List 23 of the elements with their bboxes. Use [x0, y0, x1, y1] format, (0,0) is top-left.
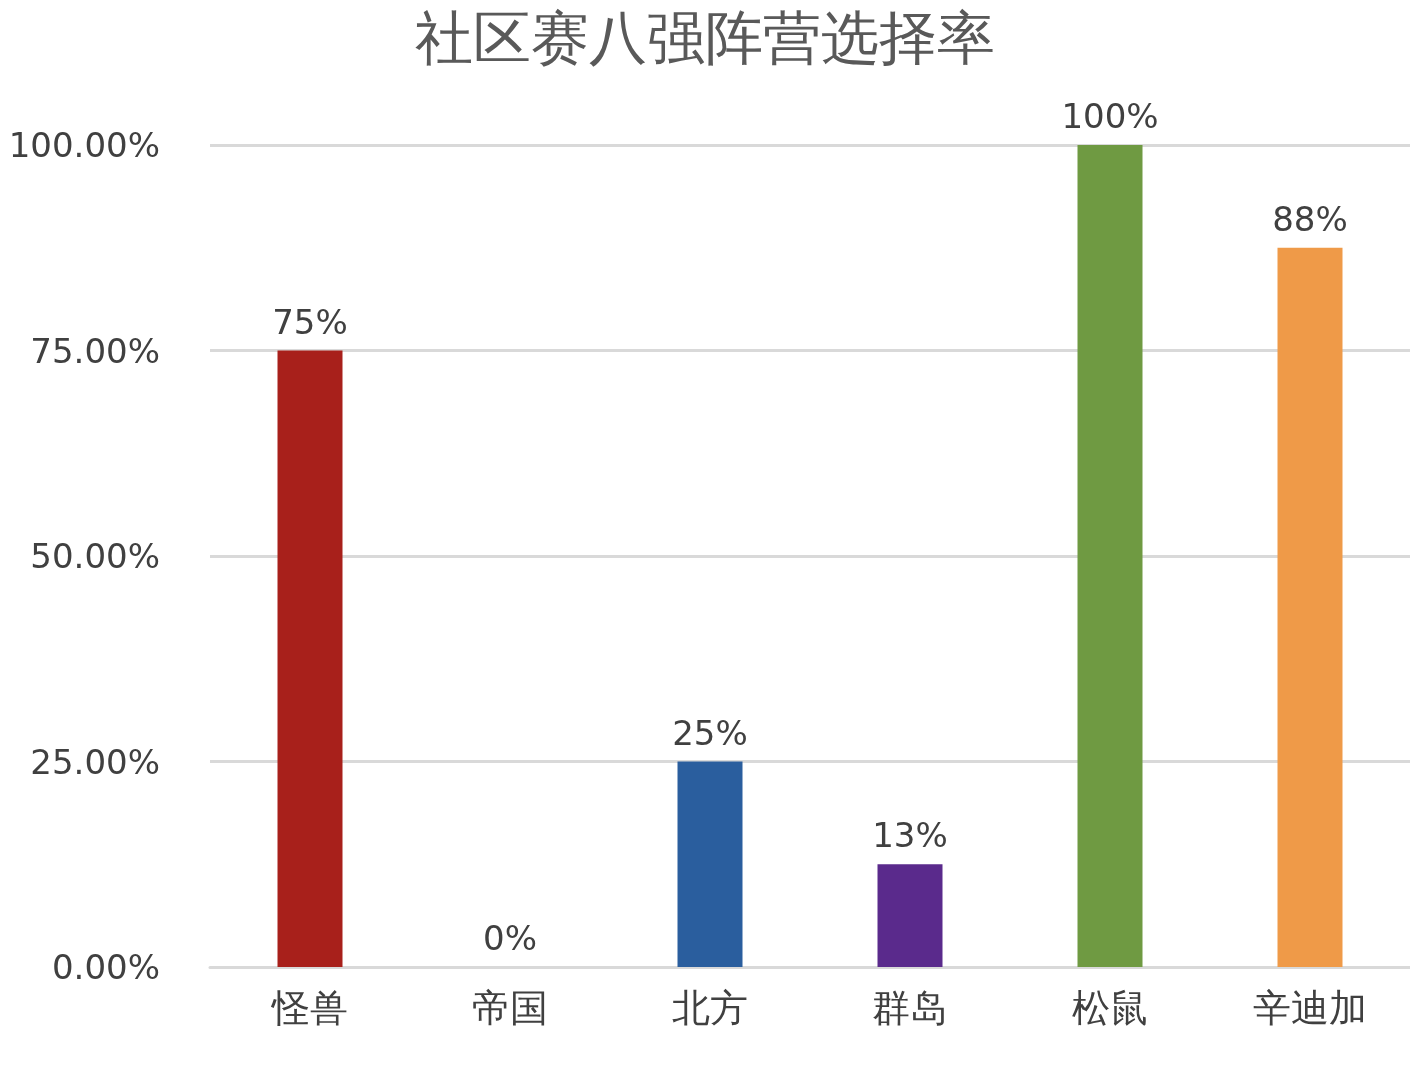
x-tick-label: 辛迪加 [1253, 986, 1367, 1030]
data-label: 75% [272, 301, 348, 342]
y-tick-label: 50.00% [30, 536, 160, 576]
chart-title: 社区赛八强阵营选择率 [415, 4, 995, 72]
data-label: 100% [1061, 96, 1159, 136]
data-label: 13% [872, 815, 948, 856]
data-label: 25% [672, 712, 748, 753]
data-label: 88% [1272, 198, 1348, 239]
y-tick-label: 25.00% [30, 741, 160, 782]
bar [277, 350, 343, 967]
data-label: 0% [483, 918, 537, 958]
x-tick-label: 北方 [672, 986, 748, 1030]
bar [1277, 247, 1343, 967]
bar [1077, 145, 1143, 967]
x-tick-label: 松鼠 [1072, 986, 1148, 1030]
y-tick-label: 0.00% [51, 947, 160, 987]
bar [677, 761, 743, 967]
x-tick-label: 帝国 [472, 986, 548, 1030]
y-tick-label: 100.00% [8, 125, 160, 165]
x-tick-label: 群岛 [872, 986, 948, 1030]
x-tick-label: 怪兽 [270, 986, 348, 1030]
y-tick-label: 75.00% [30, 330, 160, 371]
bar [877, 864, 943, 967]
